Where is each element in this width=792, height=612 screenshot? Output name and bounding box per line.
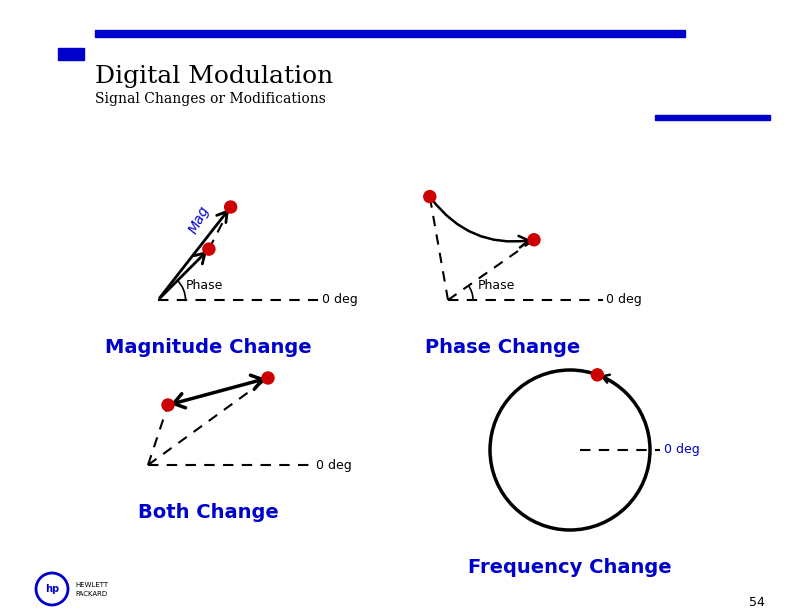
Text: Phase Change: Phase Change xyxy=(425,338,581,357)
Text: Both Change: Both Change xyxy=(138,503,278,522)
Text: HEWLETT: HEWLETT xyxy=(75,582,109,588)
Text: 0 deg: 0 deg xyxy=(316,458,352,471)
Circle shape xyxy=(592,369,604,381)
Text: Digital Modulation: Digital Modulation xyxy=(95,65,333,88)
Text: 0 deg: 0 deg xyxy=(664,444,700,457)
Text: 0 deg: 0 deg xyxy=(606,294,642,307)
Text: 0 deg: 0 deg xyxy=(322,294,358,307)
Circle shape xyxy=(528,234,540,246)
Circle shape xyxy=(424,190,436,203)
Text: Phase: Phase xyxy=(186,279,223,292)
Bar xyxy=(655,115,770,120)
Circle shape xyxy=(225,201,237,213)
Circle shape xyxy=(203,243,215,255)
Text: Frequency Change: Frequency Change xyxy=(468,558,672,577)
Text: hp: hp xyxy=(45,584,59,594)
Text: 54: 54 xyxy=(749,596,765,609)
Text: Phase: Phase xyxy=(478,279,516,292)
Text: PACKARD: PACKARD xyxy=(75,591,107,597)
Circle shape xyxy=(162,399,174,411)
Text: Magnitude Change: Magnitude Change xyxy=(105,338,311,357)
Text: Mag: Mag xyxy=(187,204,212,236)
Bar xyxy=(95,30,685,37)
Bar xyxy=(58,48,84,60)
Circle shape xyxy=(262,372,274,384)
Text: Signal Changes or Modifications: Signal Changes or Modifications xyxy=(95,92,326,106)
